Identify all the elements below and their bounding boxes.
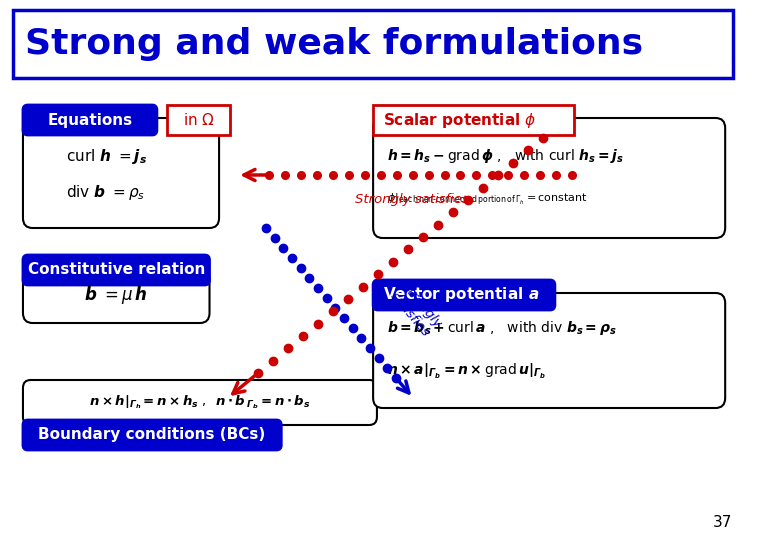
FancyBboxPatch shape (23, 255, 210, 285)
Text: Strongly
satisfies: Strongly satisfies (388, 280, 445, 340)
Text: Equations: Equations (48, 112, 133, 127)
Text: $\bfit{h} = \bfit{h}_s - \mathrm{grad}\,\phi$ ,   with curl $\bfit{h}_s = \bfit{: $\bfit{h} = \bfit{h}_s - \mathrm{grad}\,… (388, 147, 625, 165)
Text: $\phi|_{\mathrm{each\,non\text{-}connected\,portion\,of\,}\Gamma_h} = \mathrm{co: $\phi|_{\mathrm{each\,non\text{-}connect… (388, 192, 588, 208)
Text: in $\Omega$: in $\Omega$ (183, 112, 215, 128)
FancyBboxPatch shape (23, 420, 282, 450)
Text: Strong and weak formulations: Strong and weak formulations (25, 27, 643, 61)
FancyBboxPatch shape (373, 118, 725, 238)
FancyBboxPatch shape (23, 105, 157, 135)
Text: $\bfit{b} = \bfit{b}_s + \mathrm{curl}\,\bfit{a}$ ,   with div $\bfit{b}_s = \rh: $\bfit{b} = \bfit{b}_s + \mathrm{curl}\,… (388, 319, 617, 337)
Bar (13, 10, 733, 78)
Bar (373, 105, 574, 135)
FancyBboxPatch shape (373, 293, 725, 408)
Text: $\bfit{n} \times \bfit{h}|_{\Gamma_h} = \bfit{n} \times \bfit{h}_s$$\;,\;\; \bfi: $\bfit{n} \times \bfit{h}|_{\Gamma_h} = … (89, 394, 310, 411)
FancyBboxPatch shape (23, 380, 377, 425)
Text: $\bfit{b}$ $= \mu\, \bfit{h}$: $\bfit{b}$ $= \mu\, \bfit{h}$ (84, 285, 148, 307)
Text: Vector potential $\bfit{a}$: Vector potential $\bfit{a}$ (383, 286, 539, 305)
Text: curl $\bfit{h}$ $= \bfit{j}_s$: curl $\bfit{h}$ $= \bfit{j}_s$ (66, 146, 147, 165)
Text: $\bfit{n} \times \bfit{a}|_{\Gamma_b} = \bfit{n} \times \mathrm{grad}\,u|_{\Gamm: $\bfit{n} \times \bfit{a}|_{\Gamma_b} = … (388, 361, 547, 381)
Text: 37: 37 (712, 515, 732, 530)
Bar (168, 105, 229, 135)
FancyBboxPatch shape (23, 268, 210, 323)
Text: div $\bfit{b}$ $= \rho_s$: div $\bfit{b}$ $= \rho_s$ (66, 184, 145, 202)
FancyBboxPatch shape (23, 118, 219, 228)
Text: Strongly satisfies: Strongly satisfies (354, 193, 468, 206)
Text: Boundary conditions (BCs): Boundary conditions (BCs) (38, 428, 266, 442)
FancyBboxPatch shape (373, 280, 555, 310)
Text: Constitutive relation: Constitutive relation (27, 262, 205, 278)
Text: Scalar potential $\phi$: Scalar potential $\phi$ (383, 111, 536, 130)
